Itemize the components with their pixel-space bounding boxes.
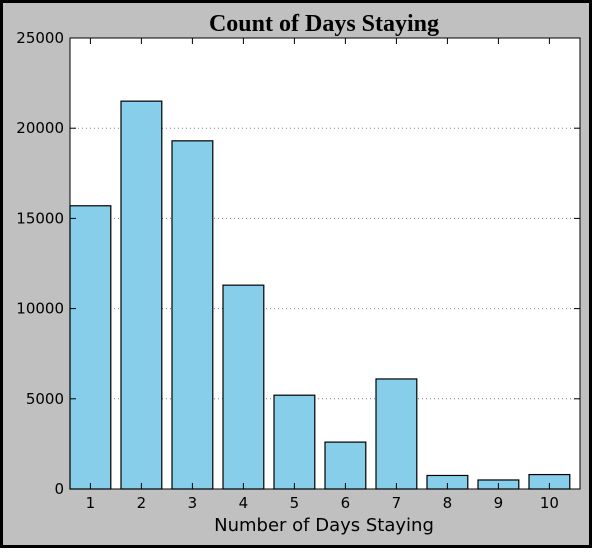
x-tick-label: 9 (494, 494, 504, 512)
y-tick-label: 20000 (16, 119, 64, 137)
y-axis: 0 5000 10000 15000 20000 25000 (16, 29, 580, 498)
x-tick-label: 10 (540, 494, 559, 512)
x-tick-label: 6 (341, 494, 351, 512)
bar-1 (69, 205, 112, 490)
x-axis: 1 2 3 4 5 6 7 8 9 10 (86, 38, 559, 512)
bar-7 (375, 378, 418, 490)
y-tick-label: 5000 (26, 390, 64, 408)
y-tick-label: 15000 (16, 209, 64, 227)
y-tick-label: 25000 (16, 29, 64, 47)
bar-2 (120, 100, 163, 490)
x-tick-label: 8 (443, 494, 453, 512)
x-tick-label: 4 (239, 494, 249, 512)
bar-3 (171, 140, 214, 490)
bar-4 (222, 284, 265, 490)
x-tick-label: 1 (86, 494, 96, 512)
x-tick-label: 5 (290, 494, 300, 512)
bar-6 (324, 441, 367, 490)
x-tick-label: 3 (188, 494, 198, 512)
bar-5 (273, 394, 316, 490)
x-axis-label: Number of Days Staying (214, 515, 434, 536)
x-tick-label: 2 (137, 494, 147, 512)
chart-title: Count of Days Staying (209, 11, 439, 37)
y-tick-label: 10000 (16, 300, 64, 318)
x-tick-label: 7 (392, 494, 402, 512)
y-tick-label: 0 (54, 480, 64, 498)
plot-frame (69, 37, 581, 490)
